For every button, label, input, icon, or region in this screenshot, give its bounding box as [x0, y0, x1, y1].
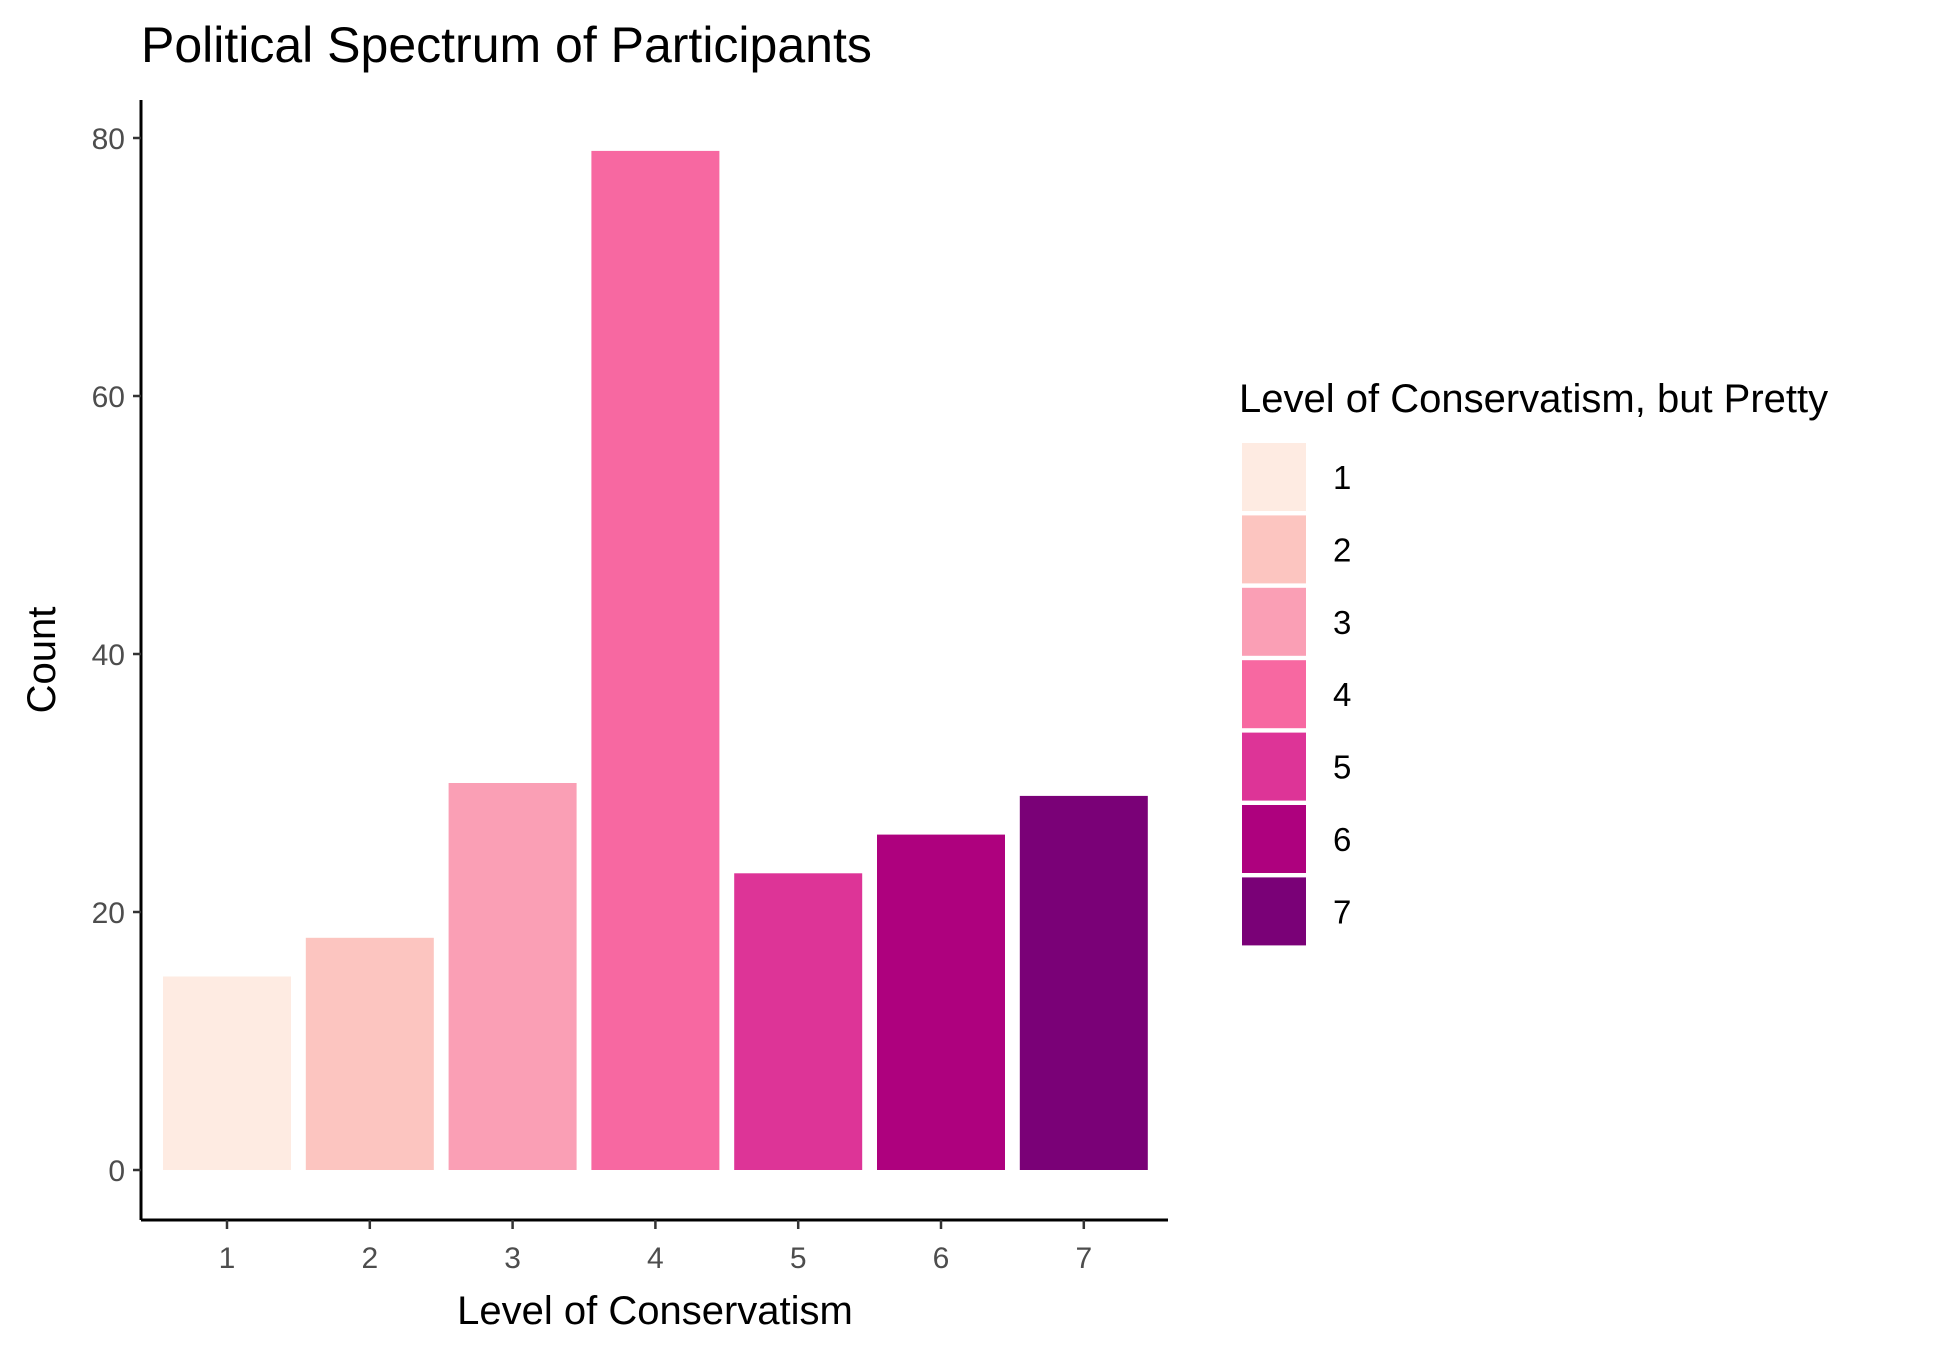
legend-key-4 — [1240, 658, 1308, 731]
legend: Level of Conservatism, but Pretty 1 2 3 4 5 6… — [1239, 377, 1828, 948]
x-tick-label: 2 — [361, 1242, 378, 1275]
bar-3 — [448, 783, 577, 1170]
y-tick-label: 80 — [92, 123, 125, 156]
legend-label-4: 4 — [1333, 676, 1351, 713]
y-axis-title: Count — [20, 607, 64, 714]
legend-key-2 — [1240, 513, 1308, 586]
bar-5 — [734, 873, 863, 1170]
chart-title: Political Spectrum of Participants — [141, 17, 872, 73]
x-tick-label: 7 — [1075, 1242, 1092, 1275]
x-tick-label: 3 — [504, 1242, 521, 1275]
legend-title: Level of Conservatism, but Pretty — [1239, 377, 1828, 421]
x-axis: 1 2 3 4 5 6 7 — [141, 1218, 1168, 1275]
bar-2 — [305, 937, 434, 1170]
y-tick-label: 20 — [92, 897, 125, 930]
bar-7 — [1019, 795, 1148, 1170]
x-axis-title: Level of Conservatism — [457, 1289, 853, 1333]
legend-key-1 — [1240, 441, 1308, 513]
legend-label-2: 2 — [1333, 531, 1351, 568]
legend-key-6 — [1240, 803, 1308, 875]
legend-label-3: 3 — [1333, 604, 1351, 641]
legend-label-5: 5 — [1333, 749, 1351, 786]
legend-key-3 — [1240, 585, 1308, 658]
x-tick-label: 1 — [219, 1242, 236, 1275]
x-tick-label: 5 — [790, 1242, 807, 1275]
y-tick-label: 40 — [92, 639, 125, 672]
x-tick-label: 6 — [933, 1242, 950, 1275]
x-tick-label: 4 — [647, 1242, 664, 1275]
y-tick-label: 0 — [108, 1155, 125, 1188]
legend-label-7: 7 — [1333, 893, 1351, 930]
bar-6 — [877, 834, 1005, 1170]
legend-label-1: 1 — [1333, 459, 1351, 496]
bars-group — [163, 150, 1148, 1170]
y-tick-label: 60 — [92, 381, 125, 414]
bar-4 — [591, 150, 720, 1170]
legend-key-7 — [1240, 875, 1308, 948]
y-axis: 0 20 40 60 80 — [92, 100, 143, 1220]
bar-1 — [163, 976, 291, 1170]
legend-key-5 — [1240, 730, 1308, 803]
legend-label-6: 6 — [1333, 821, 1351, 858]
